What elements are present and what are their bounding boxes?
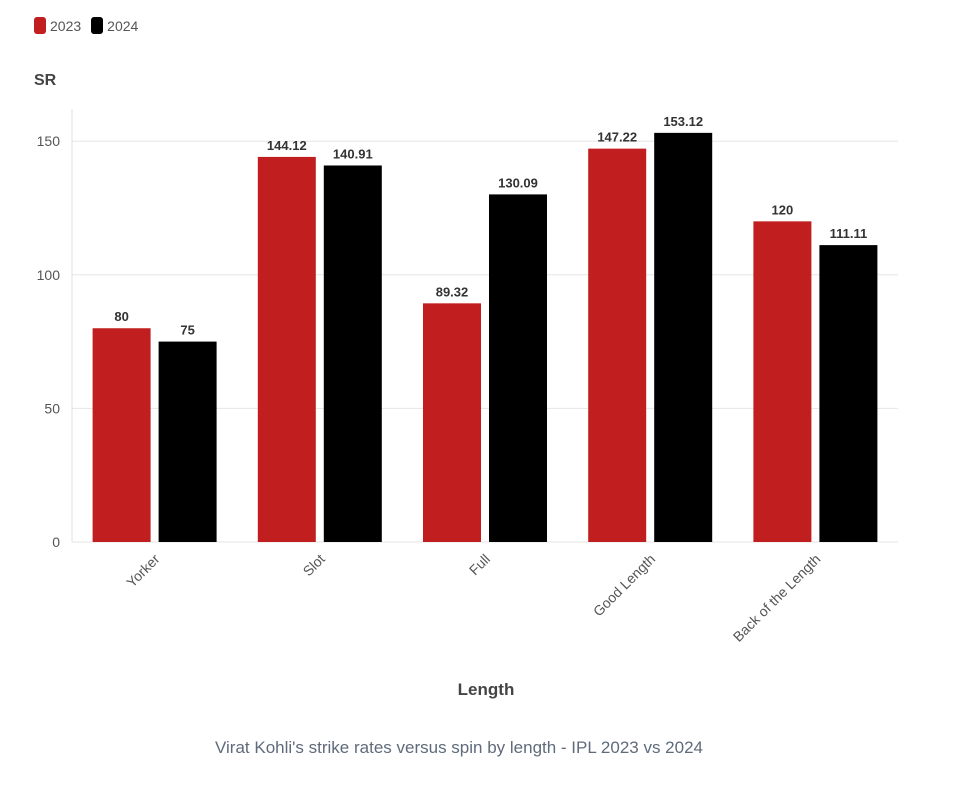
y-tick-label-50: 50 <box>44 400 60 416</box>
x-tick-label-slot: Slot <box>300 551 328 579</box>
bar-2024-yorker <box>158 341 217 542</box>
x-tick-label-back-of-the-length: Back of the Length <box>730 551 824 645</box>
x-axis-title: Length <box>457 680 515 699</box>
bar-2023-back-of-the-length <box>753 221 812 543</box>
legend-label-2023: 2023 <box>50 17 82 34</box>
y-tick-label-0: 0 <box>52 534 60 550</box>
y-axis-title: SR <box>34 72 57 89</box>
data-label-2024-back-of-the-length: 111.11 <box>830 226 868 241</box>
legend-item-2023[interactable]: 2023 <box>34 17 81 34</box>
data-label-2024-full: 130.09 <box>498 175 538 190</box>
bar-2024-slot <box>323 165 382 543</box>
x-tick-label-yorker: Yorker <box>123 551 163 591</box>
bar-2024-back-of-the-length <box>819 245 878 542</box>
legend-label-2024: 2024 <box>107 17 139 34</box>
data-label-2023-back-of-the-length: 120 <box>772 202 794 217</box>
bar-2023-yorker <box>92 328 151 542</box>
bar-2023-good-length <box>588 148 647 542</box>
y-tick-label-100: 100 <box>37 267 61 283</box>
bar-2024-full <box>489 194 547 542</box>
data-label-2023-yorker: 80 <box>114 309 128 324</box>
x-tick-label-full: Full <box>466 551 493 578</box>
data-label-2024-slot: 140.91 <box>333 146 373 161</box>
bar-2023-full <box>423 303 481 542</box>
data-label-2023-slot: 144.12 <box>267 138 307 153</box>
data-label-2024-yorker: 75 <box>180 323 194 338</box>
data-label-2023-full: 89.32 <box>436 284 469 299</box>
legend: 2023 2024 <box>34 17 138 34</box>
x-tick-label-good-length: Good Length <box>590 551 659 620</box>
bar-2024-good-length <box>654 132 713 543</box>
legend-item-2024[interactable]: 2024 <box>91 17 138 34</box>
bar-2023-slot <box>257 156 316 542</box>
y-tick-label-150: 150 <box>37 133 61 149</box>
legend-swatch-2024 <box>91 17 104 34</box>
chart-caption: Virat Kohli's strike rates versus spin b… <box>215 738 703 757</box>
legend-swatch-2023 <box>34 17 46 34</box>
data-label-2023-good-length: 147.22 <box>597 130 637 145</box>
data-label-2024-good-length: 153.12 <box>663 114 703 129</box>
